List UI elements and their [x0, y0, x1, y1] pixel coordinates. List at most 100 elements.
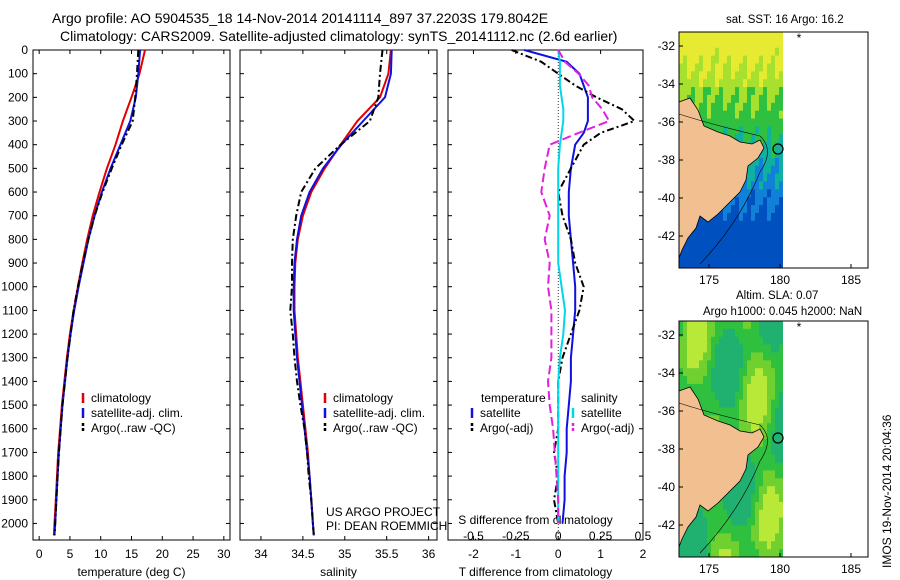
- s-diff-satellite-line: [557, 49, 567, 524]
- x-tick-label: 36: [422, 547, 436, 561]
- temp-satellite-line: [53, 49, 142, 536]
- depth-tick-label: 1000: [1, 280, 28, 294]
- x-tick-label: 35.5: [375, 547, 399, 561]
- depth-tick-label: 400: [8, 138, 28, 152]
- map-y-tick-label: -38: [658, 153, 676, 167]
- x-tick-label: 34.5: [291, 547, 315, 561]
- climatology-title: Climatology: CARS2009. Satellite-adjuste…: [60, 28, 618, 44]
- depth-tick-label: 500: [8, 161, 28, 175]
- x-tick-label: 34: [254, 547, 268, 561]
- map-y-tick-label: -42: [658, 518, 676, 532]
- map-x-tick-label: 180: [770, 562, 790, 576]
- imos-timestamp: IMOS 19-Nov-2014 20:04:36: [880, 414, 894, 568]
- x-tick-label: -2: [468, 547, 479, 561]
- sal-legend-label: climatology: [333, 391, 393, 405]
- sla-map: [678, 320, 869, 558]
- s-legend-title: salinity: [581, 391, 618, 405]
- depth-tick-label: 800: [8, 232, 28, 246]
- sdiff-legend-label: Argo(-adj): [581, 421, 634, 435]
- sla-map-frame: [678, 320, 869, 558]
- s-diff-argo-line: [540, 49, 611, 524]
- sal-argo-line: [289, 49, 384, 536]
- depth-tick-label: 2000: [1, 516, 28, 530]
- map-x-tick-label: 180: [770, 273, 790, 287]
- s-diff-tick-label: -0.25: [502, 529, 530, 543]
- x-tick-label: 2: [640, 547, 647, 561]
- sdiff-legend-label: satellite: [581, 406, 622, 420]
- land-mass: [678, 97, 765, 259]
- t-diff-satellite-line: [524, 49, 589, 524]
- s-diff-tick-label: 0.25: [589, 529, 613, 543]
- map-y-tick-label: -36: [658, 115, 676, 129]
- profile-title: Argo profile: AO 5904535_18 14-Nov-2014 …: [52, 10, 549, 26]
- map-y-tick-label: -34: [658, 366, 676, 380]
- map-x-tick-label: 175: [699, 562, 719, 576]
- x-tick-label: 1: [597, 547, 604, 561]
- depth-tick-label: 200: [8, 90, 28, 104]
- x-tick-label: 5: [67, 547, 74, 561]
- depth-tick-label: 600: [8, 185, 28, 199]
- pi-label: PI: DEAN ROEMMICH: [326, 519, 448, 533]
- profile-location-marker: [772, 432, 784, 444]
- depth-tick-label: 1700: [1, 445, 28, 459]
- sal-satellite-line: [292, 49, 393, 536]
- depth-tick-label: 1300: [1, 351, 28, 365]
- depth-tick-label: 1800: [1, 469, 28, 483]
- project-label: US ARGO PROJECT: [326, 505, 441, 519]
- temp-legend-label: Argo(..raw -QC): [91, 421, 176, 435]
- depth-tick-label: 300: [8, 114, 28, 128]
- map-x-tick-label: 185: [841, 273, 861, 287]
- x-tick-label: 35: [338, 547, 352, 561]
- depth-tick-label: 1600: [1, 422, 28, 436]
- map-y-tick-label: -32: [658, 39, 676, 53]
- s-diff-tick-label: -0.5: [463, 529, 484, 543]
- s-diff-tick-label: 0.5: [635, 529, 652, 543]
- argo-height-title: Argo h1000: 0.045 h2000: NaN: [703, 306, 863, 318]
- x-tick-label: 0: [555, 547, 562, 561]
- x-tick-label: 30: [217, 547, 231, 561]
- map-star-marker: *: [797, 320, 802, 334]
- sst-map: [678, 31, 869, 269]
- sla-map-title: Altim. SLA: 0.07: [736, 290, 819, 302]
- t-diff-axis-label: T difference from climatology: [459, 565, 613, 579]
- tdiff-legend-label: Argo(-adj): [480, 421, 533, 435]
- depth-tick-label: 1900: [1, 493, 28, 507]
- map-y-tick-label: -34: [658, 77, 676, 91]
- depth-tick-label: 900: [8, 256, 28, 270]
- temperature-axis-label: temperature (deg C): [77, 565, 185, 579]
- map-x-tick-label: 175: [699, 273, 719, 287]
- map-star-marker: *: [797, 31, 802, 45]
- map-y-tick-label: -40: [658, 191, 676, 205]
- land-mass: [678, 386, 765, 548]
- profile-location-marker: [772, 143, 784, 155]
- depth-tick-label: 1100: [2, 303, 28, 317]
- depth-tick-label: 1200: [1, 327, 28, 341]
- map-y-tick-label: -42: [658, 229, 676, 243]
- depth-tick-label: 1500: [1, 398, 28, 412]
- x-tick-label: 15: [125, 547, 139, 561]
- tdiff-legend-label: satellite: [480, 406, 521, 420]
- x-tick-label: 10: [94, 547, 108, 561]
- panel-frame-1: [32, 49, 231, 541]
- panel-frame-2: [239, 49, 438, 541]
- depth-contour: [678, 402, 768, 554]
- x-tick-label: -1: [510, 547, 521, 561]
- map-y-tick-label: -40: [658, 480, 676, 494]
- temp-argo-line: [53, 49, 140, 536]
- depth-tick-label: 1400: [1, 374, 28, 388]
- t-legend-title: temperature: [481, 391, 546, 405]
- map-x-tick-label: 185: [841, 562, 861, 576]
- temp-legend-label: climatology: [91, 391, 151, 405]
- sal-legend-label: Argo(..raw -QC): [333, 421, 418, 435]
- x-tick-label: 0: [36, 547, 43, 561]
- sst-map-title: sat. SST: 16 Argo: 16.2: [726, 14, 844, 26]
- sst-map-frame: [678, 31, 869, 269]
- x-tick-label: 20: [156, 547, 170, 561]
- depth-contour: [678, 113, 768, 265]
- temp-climatology-line: [52, 49, 146, 536]
- x-tick-label: 25: [186, 547, 200, 561]
- panel-frame-3: [447, 49, 644, 541]
- depth-tick-label: 700: [8, 209, 28, 223]
- depth-tick-label: 100: [8, 67, 28, 81]
